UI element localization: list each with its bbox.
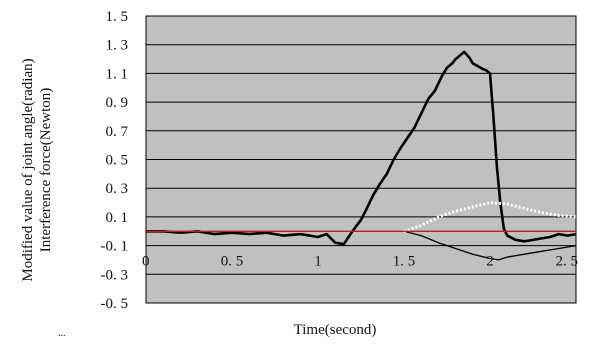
grid-lines: [146, 15, 576, 304]
y-tick-label-9: -0. 3: [101, 267, 129, 283]
x-axis-title: Time(second): [294, 322, 377, 338]
x-tick-label-2: 1: [314, 253, 322, 269]
footer-mark: ...: [58, 328, 66, 339]
y-axis-title-2: Interference force(Newton): [38, 88, 54, 252]
y-tick-label-7: 0. 1: [106, 210, 129, 226]
x-tick-label-3: 1. 5: [393, 253, 416, 269]
y-tick-label-2: 1. 1: [106, 66, 129, 82]
x-tick-label-1: 0. 5: [221, 253, 244, 269]
y-tick-label-8: -0. 1: [101, 239, 129, 255]
x-tick-label-5: 2. 5: [556, 253, 579, 269]
y-axis-ticks: 1. 5 1. 3 1. 1 0. 9 0. 7 0. 5 0. 3 0. 1 -0. 1 -0.…: [101, 9, 129, 312]
y-tick-label-4: 0. 7: [106, 124, 129, 140]
x-axis-ticks: 0 0. 5 1 1. 5 2 2. 5: [142, 253, 578, 269]
series-line-2: [403, 201, 577, 233]
series-layer: [146, 50, 577, 261]
y-tick-label-3: 0. 9: [106, 95, 129, 111]
y-tick-label-0: 1. 5: [106, 9, 129, 25]
y-tick-label-10: -0. 5: [101, 296, 129, 312]
y-tick-label-1: 1. 3: [106, 38, 129, 54]
x-tick-label-0: 0: [142, 253, 150, 269]
series-line-1: [403, 230, 577, 261]
series-line-0: [146, 50, 577, 246]
x-tick-label-4: 2: [486, 253, 494, 269]
y-tick-label-5: 0. 5: [106, 153, 129, 169]
y-tick-label-6: 0. 3: [106, 181, 129, 197]
y-axis-title-1: Modified value of joint angle(radian): [20, 58, 36, 281]
